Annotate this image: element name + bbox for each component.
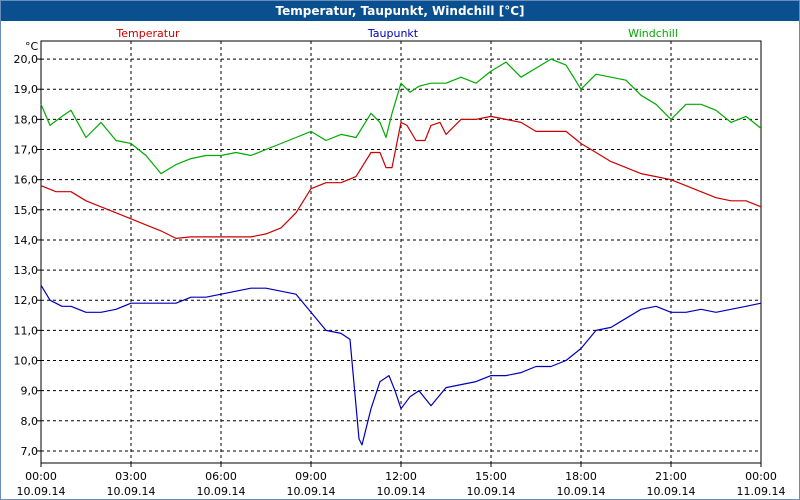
x-tick-date: 11.09.14	[737, 485, 786, 498]
y-tick-label: 13,0	[14, 264, 39, 277]
x-tick-time: 12:00	[385, 470, 417, 483]
x-tick-date: 10.09.14	[107, 485, 156, 498]
y-tick-label: 7,0	[21, 445, 39, 458]
y-tick-label: 8,0	[21, 415, 39, 428]
x-tick-time: 09:00	[295, 470, 327, 483]
x-tick-time: 18:00	[565, 470, 597, 483]
y-tick-label: 10,0	[14, 355, 39, 368]
x-tick-time: 00:00	[25, 470, 57, 483]
y-axis-unit: °C	[25, 40, 39, 53]
x-tick-time: 06:00	[205, 470, 237, 483]
series-line-taupunkt	[40, 284, 762, 446]
legend-item-temperatur: Temperatur	[115, 27, 180, 40]
y-tick-label: 14,0	[14, 234, 39, 247]
y-tick-label: 17,0	[14, 144, 39, 157]
x-tick-date: 10.09.14	[647, 485, 696, 498]
x-tick-date: 10.09.14	[557, 485, 606, 498]
legend-item-taupunkt: Taupunkt	[367, 27, 419, 40]
series-line-windchill	[40, 58, 762, 175]
y-tick-label: 19,0	[14, 83, 39, 96]
x-tick-time: 15:00	[475, 470, 507, 483]
y-tick-label: 16,0	[14, 174, 39, 187]
chart-title: Temperatur, Taupunkt, Windchill [°C]	[1, 1, 799, 21]
x-tick-date: 10.09.14	[197, 485, 246, 498]
y-tick-label: 12,0	[14, 294, 39, 307]
y-tick-label: 20,0	[14, 53, 39, 66]
legend-item-windchill: Windchill	[628, 27, 678, 40]
x-tick-time: 03:00	[115, 470, 147, 483]
series-lines	[40, 58, 762, 446]
x-tick-date: 10.09.14	[467, 485, 516, 498]
x-tick-time: 21:00	[655, 470, 687, 483]
legend: Temperatur Taupunkt Windchill	[115, 27, 678, 40]
y-tick-label: 18,0	[14, 113, 39, 126]
y-tick-label: 11,0	[14, 324, 39, 337]
x-tick-date: 10.09.14	[287, 485, 336, 498]
chart-canvas: 7,0 8,0 9,0 10,0 11,0 12,0 13,0 14,0 15,0 16,0 17,…	[14, 27, 786, 498]
y-tick-label: 9,0	[21, 385, 39, 398]
x-axis-ticks: 00:00 10.09.14 03:00 10.09.14 06:00 10.09.14 0…	[17, 463, 786, 498]
y-axis-ticks: 7,0 8,0 9,0 10,0 11,0 12,0 13,0 14,0 15,0 16,0 17,…	[14, 53, 41, 458]
x-tick-time: 00:00	[745, 470, 777, 483]
grid-lines	[41, 41, 761, 463]
y-tick-label: 15,0	[14, 204, 39, 217]
x-tick-date: 10.09.14	[377, 485, 426, 498]
series-line-temperatur	[40, 115, 762, 239]
x-tick-date: 10.09.14	[17, 485, 66, 498]
